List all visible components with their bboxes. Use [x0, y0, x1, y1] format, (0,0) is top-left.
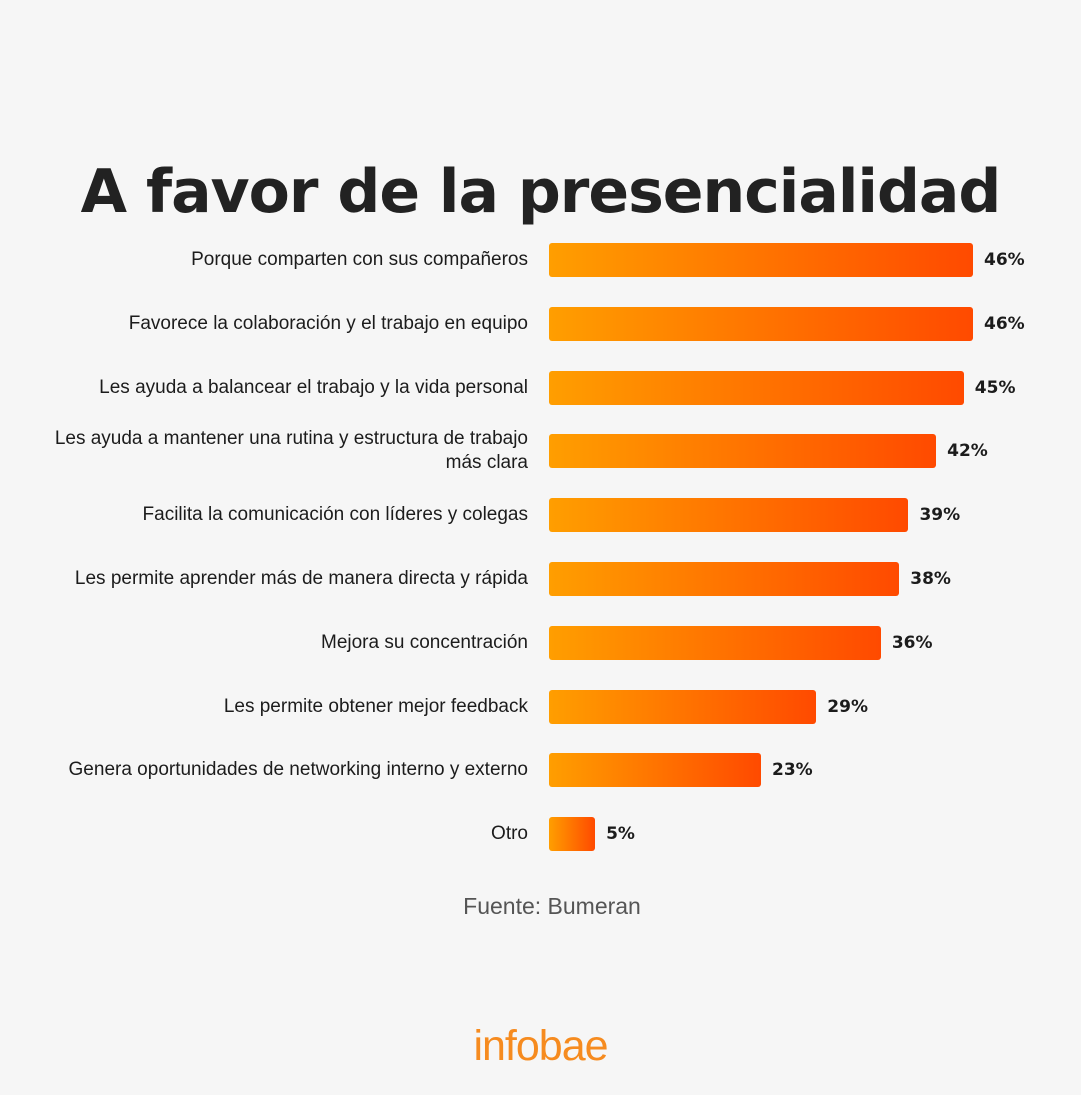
- chart-title: A favor de la presencialidad: [80, 157, 1002, 227]
- category-label: Les ayuda a mantener una rutina y estruc…: [54, 428, 528, 474]
- bar: [549, 817, 596, 852]
- value-label: 23%: [772, 760, 813, 781]
- value-label: 46%: [984, 313, 1025, 334]
- value-label: 29%: [827, 696, 868, 717]
- bar: [549, 434, 937, 469]
- bar: [549, 306, 973, 341]
- bar: [549, 689, 817, 724]
- category-label: Favorece la colaboración y el trabajo en…: [128, 312, 528, 334]
- value-label: 36%: [891, 632, 933, 653]
- category-label: Les permite aprender más de manera direc…: [74, 568, 528, 589]
- value-label: 46%: [984, 250, 1025, 270]
- category-label: Porque comparten con sus compañeros: [191, 249, 528, 270]
- value-label: 39%: [919, 505, 961, 526]
- bar: [549, 498, 909, 533]
- bar: [549, 562, 900, 596]
- infobae-logo: infobae: [473, 1022, 608, 1070]
- value-label: 38%: [910, 569, 951, 589]
- value-label: 5%: [606, 824, 635, 845]
- category-label: Facilita la comunicación con líderes y c…: [142, 504, 528, 526]
- bar: [549, 753, 761, 788]
- category-label: Otro: [491, 823, 528, 845]
- category-label: Les ayuda a balancear el trabajo y la vi…: [99, 376, 528, 398]
- category-label: Mejora su concentración: [321, 631, 528, 653]
- source-note: Fuente: Bumeran: [463, 893, 641, 919]
- category-label: Les permite obtener mejor feedback: [223, 695, 528, 717]
- bar: [549, 370, 964, 405]
- bar: [549, 243, 973, 277]
- value-label: 42%: [947, 441, 988, 462]
- bar: [549, 625, 881, 660]
- value-label: 45%: [974, 377, 1016, 398]
- category-label: Genera oportunidades de networking inter…: [68, 759, 528, 781]
